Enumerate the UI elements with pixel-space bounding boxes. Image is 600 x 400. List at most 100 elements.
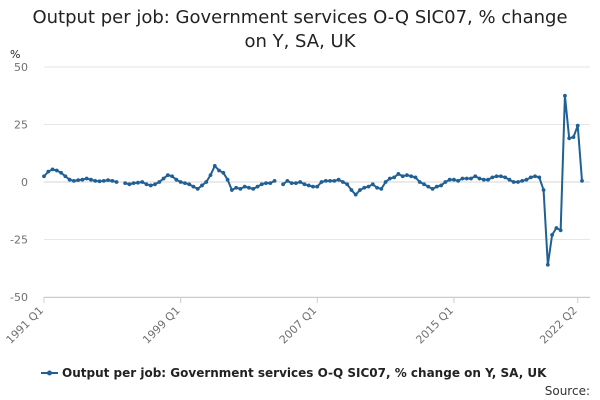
data-point[interactable] xyxy=(477,176,482,181)
data-point[interactable] xyxy=(63,174,68,179)
data-point[interactable] xyxy=(89,177,93,182)
data-point[interactable] xyxy=(67,177,72,182)
data-point[interactable] xyxy=(332,178,337,183)
data-point[interactable] xyxy=(242,184,247,189)
data-point[interactable] xyxy=(323,178,328,183)
data-point[interactable] xyxy=(524,177,529,182)
data-point[interactable] xyxy=(345,182,350,187)
data-point[interactable] xyxy=(161,176,166,181)
data-point[interactable] xyxy=(302,182,307,187)
data-point[interactable] xyxy=(281,182,286,187)
data-point[interactable] xyxy=(554,226,559,230)
data-point[interactable] xyxy=(268,181,273,186)
data-point[interactable] xyxy=(157,180,162,184)
data-point[interactable] xyxy=(387,176,392,181)
data-point[interactable] xyxy=(285,178,290,183)
data-point[interactable] xyxy=(183,181,187,186)
data-point[interactable] xyxy=(567,136,572,141)
data-point[interactable] xyxy=(434,184,439,189)
data-point[interactable] xyxy=(464,176,469,181)
data-point[interactable] xyxy=(259,182,264,187)
data-point[interactable] xyxy=(430,187,435,191)
data-point[interactable] xyxy=(212,164,217,168)
data-point[interactable] xyxy=(170,174,175,179)
data-point[interactable] xyxy=(200,183,204,188)
data-point[interactable] xyxy=(127,182,132,187)
data-point[interactable] xyxy=(187,182,192,187)
data-point[interactable] xyxy=(571,135,576,140)
data-point[interactable] xyxy=(71,178,76,183)
data-point[interactable] xyxy=(452,177,456,182)
data-point[interactable] xyxy=(229,188,234,192)
data-point[interactable] xyxy=(294,181,298,186)
data-point[interactable] xyxy=(328,178,332,183)
data-point[interactable] xyxy=(460,176,465,181)
data-point[interactable] xyxy=(174,177,179,182)
data-point[interactable] xyxy=(490,175,495,180)
data-point[interactable] xyxy=(392,175,397,180)
data-point[interactable] xyxy=(80,177,85,182)
data-point[interactable] xyxy=(426,184,431,189)
data-point[interactable] xyxy=(336,177,341,182)
data-point[interactable] xyxy=(383,180,388,184)
data-point[interactable] xyxy=(545,262,550,267)
data-point[interactable] xyxy=(311,184,315,189)
data-point[interactable] xyxy=(131,181,136,186)
data-point[interactable] xyxy=(251,187,256,191)
data-point[interactable] xyxy=(306,183,311,188)
data-point[interactable] xyxy=(264,181,268,186)
data-point[interactable] xyxy=(315,184,320,189)
data-point[interactable] xyxy=(221,170,226,175)
data-point[interactable] xyxy=(54,168,59,173)
data-point[interactable] xyxy=(469,176,473,181)
data-point[interactable] xyxy=(272,178,277,183)
data-point[interactable] xyxy=(106,178,110,183)
data-point[interactable] xyxy=(375,185,379,190)
data-point[interactable] xyxy=(417,180,422,184)
data-point[interactable] xyxy=(247,185,251,190)
data-point[interactable] xyxy=(358,188,362,192)
data-point[interactable] xyxy=(422,182,426,187)
data-point[interactable] xyxy=(59,170,63,175)
data-point[interactable] xyxy=(494,174,499,179)
data-point[interactable] xyxy=(97,179,102,184)
data-point[interactable] xyxy=(114,180,119,184)
data-point[interactable] xyxy=(486,177,490,182)
data-point[interactable] xyxy=(195,187,200,191)
data-point[interactable] xyxy=(400,174,405,179)
data-point[interactable] xyxy=(208,173,213,178)
data-point[interactable] xyxy=(144,182,149,187)
data-point[interactable] xyxy=(136,180,140,185)
data-point[interactable] xyxy=(473,174,478,179)
data-point[interactable] xyxy=(217,168,221,173)
data-point[interactable] xyxy=(541,188,546,192)
data-point[interactable] xyxy=(563,93,567,98)
data-point[interactable] xyxy=(42,174,46,179)
data-point[interactable] xyxy=(511,180,516,184)
data-point[interactable] xyxy=(353,192,358,197)
data-point[interactable] xyxy=(50,167,55,172)
data-point[interactable] xyxy=(191,184,196,189)
data-point[interactable] xyxy=(289,181,294,186)
data-point[interactable] xyxy=(528,175,533,180)
data-point[interactable] xyxy=(153,182,157,187)
data-point[interactable] xyxy=(101,178,106,183)
data-point[interactable] xyxy=(225,177,230,182)
data-point[interactable] xyxy=(319,180,324,184)
data-point[interactable] xyxy=(298,180,303,184)
data-point[interactable] xyxy=(575,123,580,128)
data-point[interactable] xyxy=(533,174,537,179)
data-point[interactable] xyxy=(362,185,367,190)
data-point[interactable] xyxy=(238,187,243,191)
data-point[interactable] xyxy=(520,178,525,183)
data-point[interactable] xyxy=(396,172,401,176)
data-point[interactable] xyxy=(550,233,555,237)
data-point[interactable] xyxy=(498,174,503,179)
data-point[interactable] xyxy=(481,177,486,182)
data-point[interactable] xyxy=(93,178,98,183)
data-point[interactable] xyxy=(204,180,209,184)
data-point[interactable] xyxy=(379,187,384,191)
data-point[interactable] xyxy=(537,175,542,180)
data-point[interactable] xyxy=(447,177,452,182)
data-point[interactable] xyxy=(405,173,409,178)
